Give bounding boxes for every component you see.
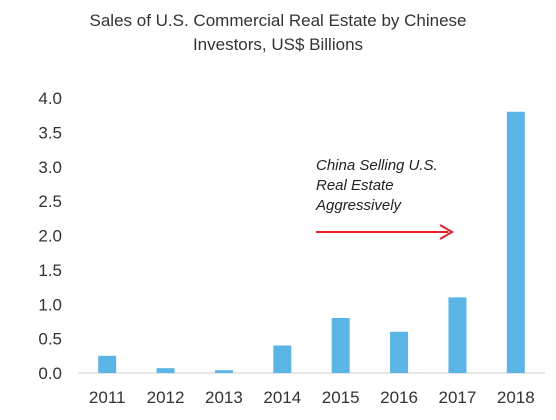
y-tick-label: 0.0 <box>38 364 62 383</box>
x-tick-label-2013: 2013 <box>205 388 243 407</box>
annotation: China Selling U.S. Real Estate Aggressiv… <box>315 157 454 240</box>
bars <box>98 111 525 373</box>
bar-2015 <box>331 318 350 373</box>
annotation-line-3: Aggressively <box>315 197 403 214</box>
x-tick-label-2015: 2015 <box>322 388 360 407</box>
x-tick-label-2018: 2018 <box>497 388 535 407</box>
y-tick-label: 2.0 <box>38 227 62 246</box>
x-tick-label-2012: 2012 <box>147 388 185 407</box>
bar-2012 <box>156 368 175 373</box>
annotation-line-1: China Selling U.S. <box>316 157 438 174</box>
annotation-line-2: Real Estate <box>316 177 394 194</box>
chart-title-line-1: Sales of U.S. Commercial Real Estate by … <box>90 11 467 30</box>
x-tick-label-2014: 2014 <box>263 388 301 407</box>
y-tick-label: 3.0 <box>38 158 62 177</box>
bar-2016 <box>390 331 409 373</box>
x-tick-label-2011: 2011 <box>89 388 126 407</box>
bar-2017 <box>448 297 467 373</box>
y-tick-label: 4.0 <box>38 89 62 108</box>
bar-2013 <box>214 370 233 373</box>
y-axis: 0.0 0.5 1.0 1.5 2.0 2.5 3.0 3.5 4.0 <box>38 89 62 383</box>
bar-2014 <box>273 345 292 373</box>
bar-2011 <box>98 355 117 373</box>
x-tick-label-2017: 2017 <box>439 388 477 407</box>
chart-title-line-2: Investors, US$ Billions <box>193 35 363 54</box>
y-tick-label: 1.0 <box>38 295 62 314</box>
x-axis: 2011 2012 2013 2014 2015 2016 2017 2018 <box>89 388 535 407</box>
x-tick-label-2016: 2016 <box>380 388 418 407</box>
y-tick-label: 0.5 <box>38 330 62 349</box>
y-tick-label: 2.5 <box>38 192 62 211</box>
bar-2018 <box>506 111 525 373</box>
y-tick-label: 3.5 <box>38 123 62 142</box>
chart-title: Sales of U.S. Commercial Real Estate by … <box>90 11 467 54</box>
y-tick-label: 1.5 <box>38 261 62 280</box>
annotation-arrow-icon <box>316 224 454 240</box>
